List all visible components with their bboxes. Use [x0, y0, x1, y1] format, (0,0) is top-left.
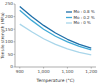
x-tick-label: 1,100: [61, 69, 73, 74]
chart: 900 1,000 1,100 1,200 0 50 100 150 200 250 Tempera…: [0, 0, 100, 83]
y-tick: [14, 16, 16, 17]
legend-label: Mo : 0.2 %: [74, 15, 95, 20]
x-tick-label: 900: [16, 69, 24, 74]
y-tick: [14, 29, 16, 30]
y-tick-label: 150: [5, 27, 13, 32]
y-tick-label: 0: [10, 64, 13, 69]
chart-root: 900 1,000 1,100 1,200 0 50 100 150 200 250 Tempera…: [0, 0, 100, 83]
y-axis-label: Tensile strength (MPa): [0, 12, 5, 60]
series-line: [20, 24, 91, 55]
y-tick-label: 50: [8, 52, 14, 57]
y-tick-label: 200: [5, 14, 13, 19]
x-tick-label: 1,000: [38, 69, 50, 74]
legend-label: Mo : 0 %: [74, 20, 92, 25]
legend-swatch: [66, 22, 72, 23]
y-tick: [14, 54, 16, 55]
y-tick-label: 250: [5, 1, 13, 6]
x-tick-label: 1,200: [85, 69, 97, 74]
legend-label: Mo : 0.8 %: [74, 9, 95, 14]
legend-swatch: [66, 11, 72, 12]
y-tick: [14, 41, 16, 42]
legend-swatch: [66, 17, 72, 18]
y-tick-label: 100: [5, 39, 13, 44]
y-tick: [14, 4, 16, 5]
x-axis-label: Temperature (°C): [36, 78, 75, 83]
y-axis: [15, 4, 16, 67]
x-axis: [15, 67, 96, 68]
y-tick: [14, 67, 16, 68]
